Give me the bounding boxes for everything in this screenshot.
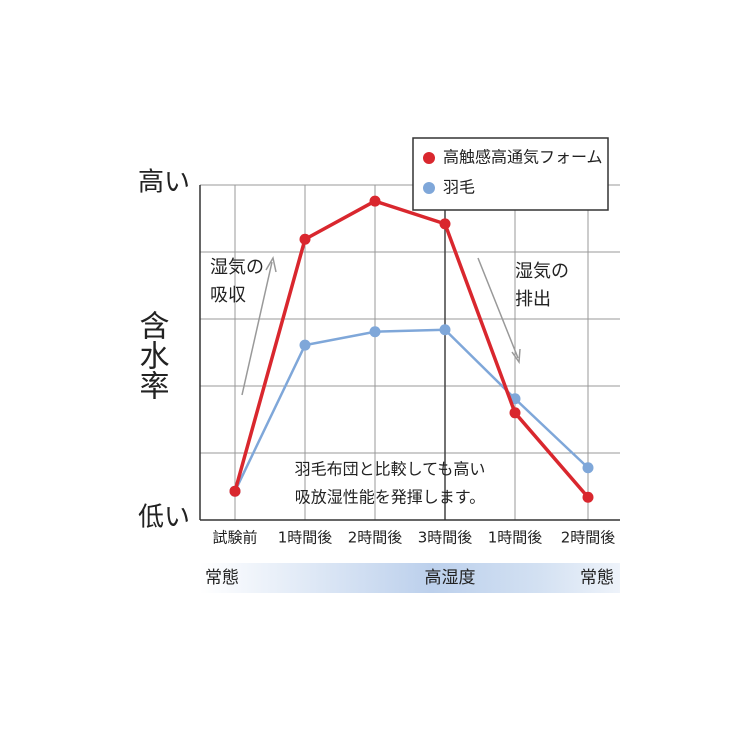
- x-tick-label: 2時間後: [348, 529, 403, 547]
- x-tick-label: 2時間後: [561, 529, 616, 547]
- annotation: 羽毛布団と比較しても高い: [295, 460, 486, 479]
- x-tick-label: 試験前: [212, 529, 257, 547]
- arrow-head: [511, 348, 521, 365]
- legend-marker: [423, 152, 435, 164]
- condition-label: 高湿度: [425, 568, 476, 588]
- annotation: 吸放湿性能を発揮します。: [295, 488, 485, 507]
- annotation: 湿気の: [210, 257, 264, 278]
- y-axis-title: 含水率: [134, 310, 169, 400]
- data-point: [369, 195, 381, 207]
- x-tick-label: 1時間後: [278, 529, 333, 547]
- legend-marker: [423, 182, 435, 194]
- legend-label: 羽毛: [443, 178, 475, 197]
- data-point: [369, 326, 381, 338]
- y-tick-label: 高い: [138, 168, 190, 198]
- data-point: [582, 462, 594, 474]
- annotation: 吸収: [210, 285, 246, 306]
- condition-label: 常態: [205, 568, 239, 588]
- data-point: [439, 218, 451, 230]
- x-tick-label: 3時間後: [418, 529, 473, 547]
- data-point: [509, 407, 521, 419]
- arrow-head: [265, 255, 277, 273]
- data-point: [299, 339, 311, 351]
- legend-box: [412, 137, 609, 211]
- y-tick-label: 低い: [138, 503, 190, 533]
- x-tick-label: 1時間後: [488, 529, 543, 547]
- series-line: [233, 199, 590, 499]
- condition-band: [200, 563, 620, 593]
- arrow: [241, 261, 273, 396]
- legend-label: 高触感高通気フォーム: [443, 148, 603, 167]
- arrow: [477, 257, 519, 359]
- condition-label: 常態: [580, 568, 614, 588]
- data-point: [229, 485, 241, 497]
- annotation: 排出: [515, 289, 551, 310]
- data-point: [582, 491, 594, 503]
- data-point: [299, 233, 311, 245]
- annotation: 湿気の: [515, 261, 569, 282]
- series-line: [233, 328, 589, 492]
- data-point: [439, 324, 451, 336]
